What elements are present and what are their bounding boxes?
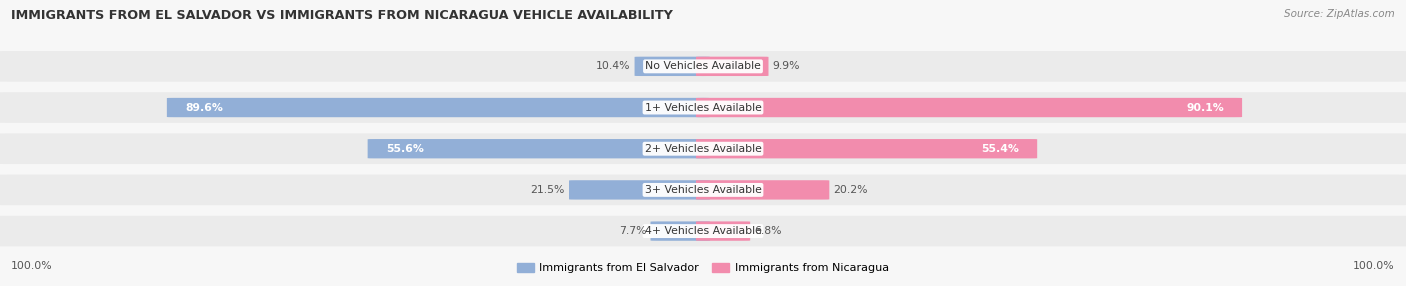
Text: 6.8%: 6.8% <box>755 226 782 236</box>
Text: 21.5%: 21.5% <box>530 185 565 195</box>
Text: 100.0%: 100.0% <box>11 261 53 271</box>
Text: 9.9%: 9.9% <box>773 61 800 71</box>
FancyBboxPatch shape <box>634 57 710 76</box>
FancyBboxPatch shape <box>696 180 830 200</box>
Text: 4+ Vehicles Available: 4+ Vehicles Available <box>644 226 762 236</box>
Text: 7.7%: 7.7% <box>619 226 647 236</box>
FancyBboxPatch shape <box>569 180 710 200</box>
FancyBboxPatch shape <box>0 92 1406 123</box>
FancyBboxPatch shape <box>0 133 1406 164</box>
Text: 2+ Vehicles Available: 2+ Vehicles Available <box>644 144 762 154</box>
FancyBboxPatch shape <box>696 57 769 76</box>
Text: No Vehicles Available: No Vehicles Available <box>645 61 761 71</box>
FancyBboxPatch shape <box>696 221 751 241</box>
Text: 89.6%: 89.6% <box>186 103 224 112</box>
Text: IMMIGRANTS FROM EL SALVADOR VS IMMIGRANTS FROM NICARAGUA VEHICLE AVAILABILITY: IMMIGRANTS FROM EL SALVADOR VS IMMIGRANT… <box>11 9 673 21</box>
Text: 1+ Vehicles Available: 1+ Vehicles Available <box>644 103 762 112</box>
FancyBboxPatch shape <box>651 221 710 241</box>
FancyBboxPatch shape <box>167 98 710 117</box>
Text: 55.6%: 55.6% <box>385 144 423 154</box>
FancyBboxPatch shape <box>0 216 1406 247</box>
FancyBboxPatch shape <box>0 51 1406 82</box>
Text: 10.4%: 10.4% <box>596 61 630 71</box>
Text: Source: ZipAtlas.com: Source: ZipAtlas.com <box>1284 9 1395 19</box>
Text: 90.1%: 90.1% <box>1187 103 1223 112</box>
FancyBboxPatch shape <box>696 139 1038 158</box>
Text: 3+ Vehicles Available: 3+ Vehicles Available <box>644 185 762 195</box>
FancyBboxPatch shape <box>0 174 1406 205</box>
Text: 20.2%: 20.2% <box>834 185 868 195</box>
Text: 55.4%: 55.4% <box>981 144 1019 154</box>
Legend: Immigrants from El Salvador, Immigrants from Nicaragua: Immigrants from El Salvador, Immigrants … <box>513 258 893 278</box>
Text: 100.0%: 100.0% <box>1353 261 1395 271</box>
FancyBboxPatch shape <box>696 98 1241 117</box>
FancyBboxPatch shape <box>367 139 710 158</box>
